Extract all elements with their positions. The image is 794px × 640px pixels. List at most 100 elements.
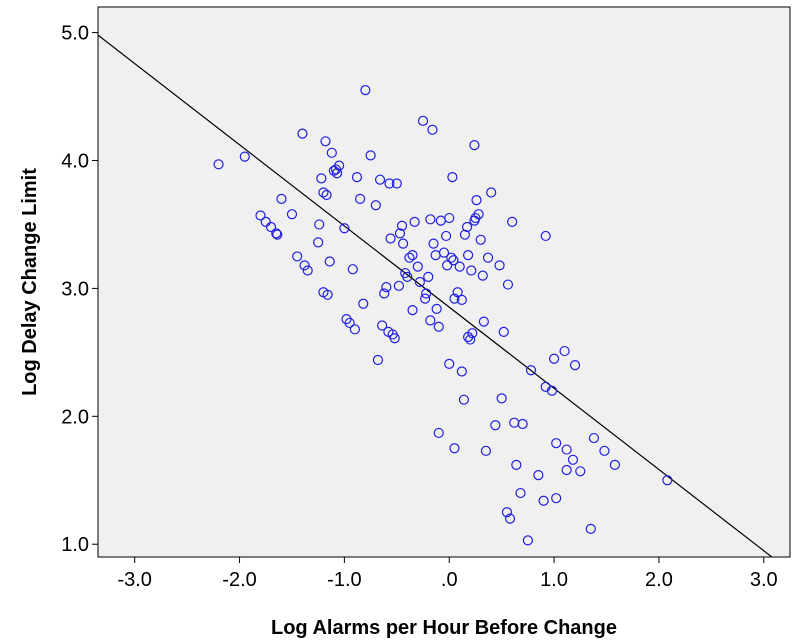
data-point xyxy=(360,85,371,96)
data-point xyxy=(533,470,544,481)
data-point xyxy=(456,294,467,306)
data-point xyxy=(567,454,579,465)
data-point xyxy=(467,328,478,339)
data-point xyxy=(396,220,408,231)
data-point xyxy=(471,195,482,206)
data-point xyxy=(402,271,413,282)
data-point xyxy=(394,228,406,239)
data-point xyxy=(525,365,537,376)
data-point xyxy=(417,115,429,126)
data-point xyxy=(548,353,560,364)
data-point xyxy=(452,287,463,298)
data-point xyxy=(344,317,355,329)
data-point xyxy=(477,270,488,281)
data-point xyxy=(286,209,298,220)
data-point xyxy=(599,445,610,456)
data-point xyxy=(239,151,250,162)
data-point xyxy=(423,271,434,282)
data-point xyxy=(407,305,418,316)
y-axis: 1.0 2.0 3.0 4.0 5.0 xyxy=(61,23,98,556)
data-point xyxy=(442,260,453,271)
data-point xyxy=(446,252,457,263)
data-point xyxy=(255,210,266,221)
data-point xyxy=(398,238,409,249)
data-point xyxy=(320,136,331,147)
fit-line xyxy=(98,34,773,557)
y-tick-label: 4.0 xyxy=(61,150,89,172)
fit-line-layer xyxy=(98,34,773,557)
data-point xyxy=(385,233,396,244)
data-point xyxy=(292,251,303,262)
data-point xyxy=(444,358,455,369)
data-point xyxy=(444,212,455,224)
data-point xyxy=(466,265,477,276)
data-point xyxy=(427,124,438,135)
x-tick-label: 1.0 xyxy=(540,569,568,591)
data-point xyxy=(420,293,431,304)
data-point xyxy=(379,288,390,299)
data-point xyxy=(358,298,369,309)
data-point xyxy=(321,189,332,201)
x-tick-label: -1.0 xyxy=(327,569,361,591)
data-point xyxy=(440,230,452,242)
data-point xyxy=(507,216,518,227)
data-point xyxy=(469,140,480,151)
data-point xyxy=(551,493,562,504)
y-tick-label: 5.0 xyxy=(61,23,89,45)
data-point xyxy=(272,229,283,240)
x-tick-label: 3.0 xyxy=(750,569,778,591)
data-point xyxy=(482,252,494,263)
y-tick-label: 1.0 xyxy=(61,534,89,556)
data-point xyxy=(515,487,526,499)
data-point xyxy=(456,366,467,377)
data-point xyxy=(588,432,600,444)
data-point xyxy=(449,443,460,454)
data-point xyxy=(339,223,350,234)
data-point xyxy=(454,261,465,272)
data-point xyxy=(501,507,513,518)
data-point xyxy=(276,193,287,204)
data-point xyxy=(355,193,366,204)
data-point xyxy=(299,260,310,271)
data-point xyxy=(322,289,333,300)
data-point xyxy=(540,230,551,242)
data-point xyxy=(448,255,459,266)
x-axis-title: Log Alarms per Hour Before Change xyxy=(271,617,617,639)
data-point xyxy=(569,360,581,371)
data-point xyxy=(475,234,486,245)
data-point xyxy=(318,187,329,198)
data-point xyxy=(428,238,439,249)
data-point xyxy=(490,420,501,431)
data-point xyxy=(297,128,308,139)
data-point xyxy=(328,165,340,176)
data-point xyxy=(609,459,621,471)
data-point xyxy=(585,523,596,534)
y-axis-title: Log Delay Change Limit xyxy=(19,168,41,396)
x-tick-label: -3.0 xyxy=(117,569,151,591)
data-point xyxy=(459,229,471,240)
data-point xyxy=(334,160,345,171)
data-point xyxy=(496,393,507,404)
data-point xyxy=(421,288,432,299)
data-point xyxy=(538,495,549,506)
y-tick-label: 2.0 xyxy=(61,406,89,428)
data-point xyxy=(447,172,458,183)
data-point xyxy=(326,147,337,158)
data-point xyxy=(662,475,673,486)
data-point xyxy=(461,221,473,233)
data-point xyxy=(425,315,436,326)
data-point xyxy=(370,200,381,211)
plot-area xyxy=(97,6,791,558)
data-point xyxy=(409,216,420,227)
data-point xyxy=(412,261,423,272)
data-point xyxy=(486,187,497,198)
data-point xyxy=(393,280,405,291)
data-point xyxy=(463,250,474,261)
data-point xyxy=(478,316,489,327)
data-point xyxy=(389,333,400,344)
y-tick-label: 3.0 xyxy=(61,278,89,300)
data-point xyxy=(561,464,572,476)
data-point xyxy=(465,334,476,345)
data-point xyxy=(349,324,360,335)
